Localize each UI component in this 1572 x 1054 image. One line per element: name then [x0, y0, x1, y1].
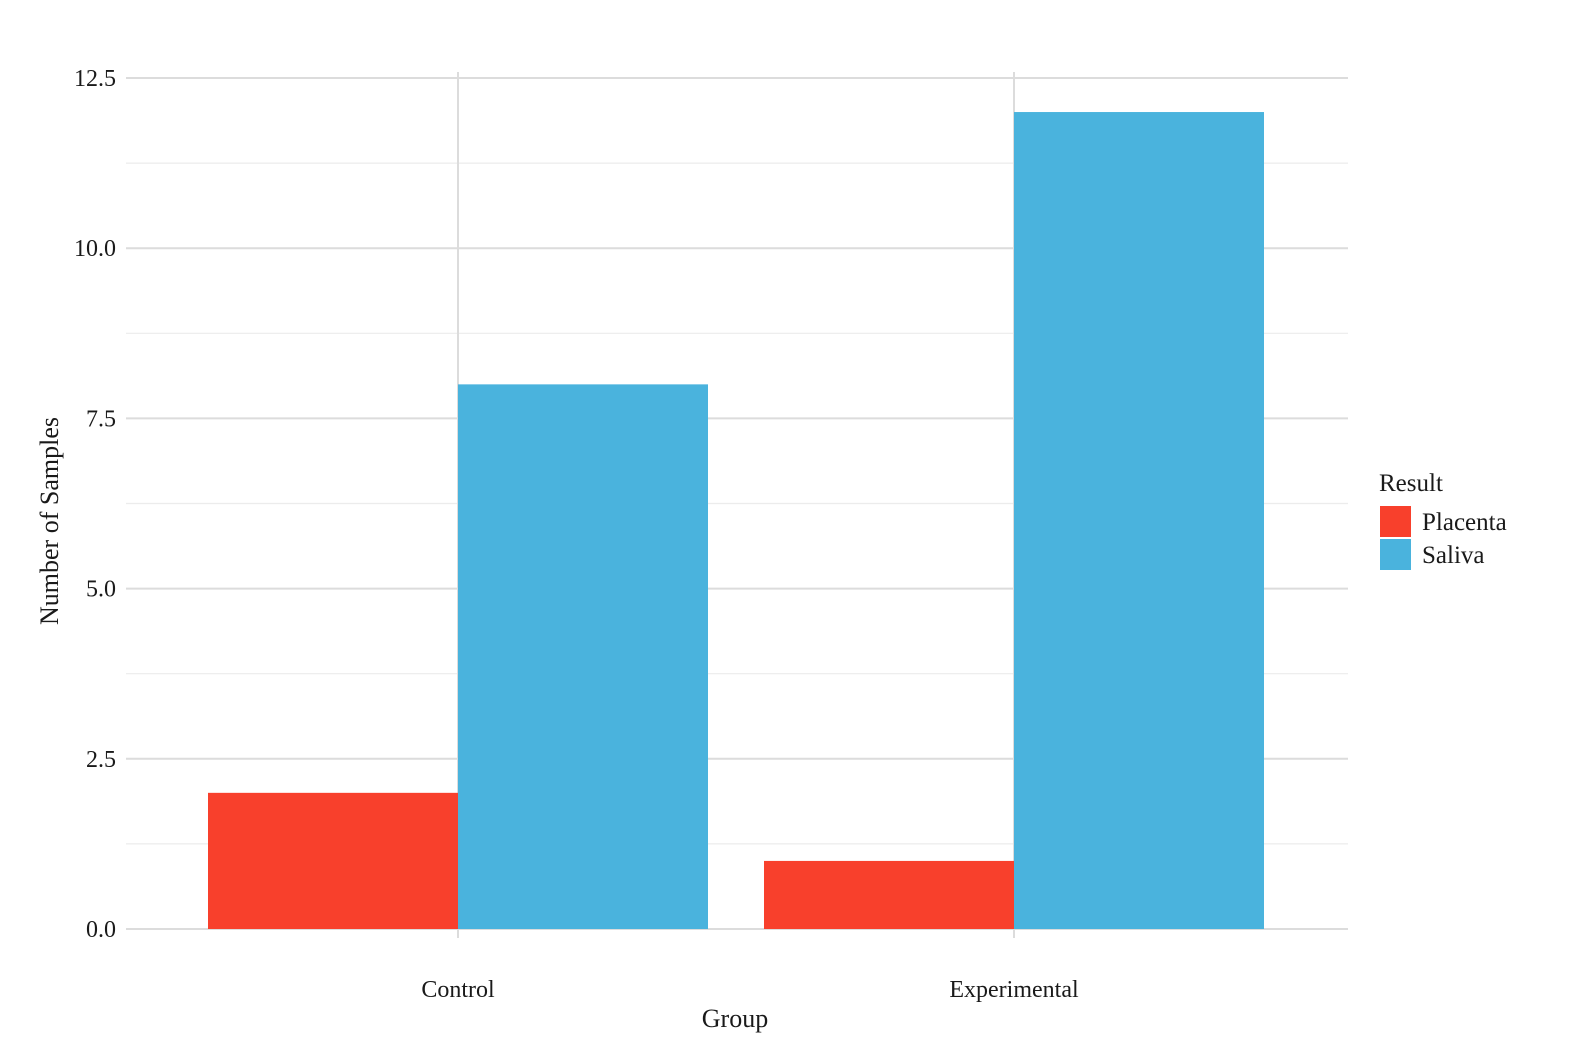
bar-placenta-control: [208, 792, 458, 929]
legend-label-saliva: Saliva: [1422, 542, 1485, 569]
x-tick-label: Control: [421, 977, 495, 1003]
y-tick-label: 10.0: [74, 236, 116, 262]
y-tick-label: 2.5: [86, 747, 116, 773]
bar-saliva-control: [458, 384, 708, 929]
legend-swatch-placenta: [1380, 506, 1411, 537]
y-tick-label: 0.0: [86, 917, 116, 943]
y-axis-title: Number of Samples: [35, 417, 64, 625]
x-tick-labels: Control Experimental: [421, 977, 1079, 1003]
y-tick-labels: 0.0 2.5 5.0 7.5 10.0 12.5: [74, 66, 116, 943]
bars-layer: [208, 112, 1264, 930]
bar-placenta-experimental: [764, 860, 1014, 929]
legend: Result Placenta Saliva: [1379, 470, 1507, 570]
legend-title: Result: [1379, 470, 1443, 497]
y-tick-label: 7.5: [86, 406, 116, 432]
y-tick-label: 12.5: [74, 66, 116, 92]
y-tick-label: 5.0: [86, 577, 116, 603]
x-axis-title: Group: [702, 1004, 768, 1033]
legend-items: Placenta Saliva: [1380, 506, 1507, 570]
bar-saliva-experimental: [1014, 112, 1264, 930]
legend-label-placenta: Placenta: [1422, 509, 1507, 536]
x-tick-label: Experimental: [949, 977, 1079, 1003]
legend-swatch-saliva: [1380, 539, 1411, 570]
